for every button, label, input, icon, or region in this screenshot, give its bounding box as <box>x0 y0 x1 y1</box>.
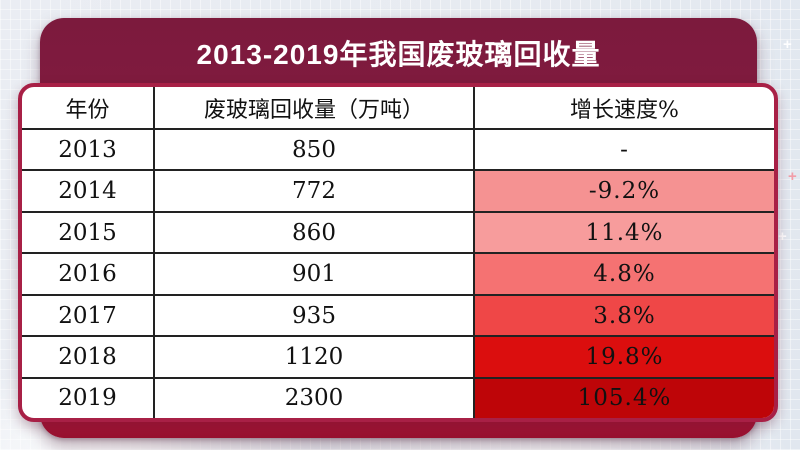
growth-cell: -9.2% <box>473 169 774 213</box>
growth-cell: 4.8% <box>473 252 774 296</box>
table-row: 2015 860 11.4% <box>22 210 774 255</box>
table-row: 2018 1120 19.8% <box>22 335 774 379</box>
recycling-table: 年份 废玻璃回收量（万吨） 增长速度% 2013 850 - 2014 772 … <box>22 87 774 418</box>
plus-icon: + <box>788 168 797 185</box>
table-row: 2017 935 3.8% <box>22 293 774 338</box>
year-cell: 2018 <box>22 335 155 379</box>
column-header-year: 年份 <box>22 87 155 130</box>
growth-cell: 105.4% <box>473 376 774 418</box>
year-cell: 2016 <box>22 252 155 296</box>
volume-cell: 901 <box>153 252 475 296</box>
table-row: 2013 850 - <box>22 127 774 172</box>
page-title: 2013-2019年我国废玻璃回收量 <box>196 39 601 70</box>
plus-icon: + <box>783 36 792 53</box>
volume-cell: 2300 <box>153 376 475 418</box>
table-row: 2014 772 -9.2% <box>22 169 774 213</box>
year-cell: 2013 <box>22 127 155 172</box>
year-cell: 2014 <box>22 169 155 213</box>
volume-cell: 850 <box>153 127 475 172</box>
table-row: 2016 901 4.8% <box>22 252 774 296</box>
growth-cell: 11.4% <box>473 210 774 255</box>
year-cell: 2017 <box>22 293 155 338</box>
growth-cell: - <box>473 127 774 172</box>
volume-cell: 860 <box>153 210 475 255</box>
growth-cell: 3.8% <box>473 293 774 338</box>
column-header-growth: 增长速度% <box>473 87 774 130</box>
plus-icon: + <box>778 228 787 245</box>
table-row: 2019 2300 105.4% <box>22 376 774 418</box>
volume-cell: 935 <box>153 293 475 338</box>
volume-cell: 1120 <box>153 335 475 379</box>
volume-cell: 772 <box>153 169 475 213</box>
year-cell: 2019 <box>22 376 155 418</box>
table-header-row: 年份 废玻璃回收量（万吨） 增长速度% <box>22 87 774 130</box>
data-table-card: 年份 废玻璃回收量（万吨） 增长速度% 2013 850 - 2014 772 … <box>18 83 778 422</box>
year-cell: 2015 <box>22 210 155 255</box>
growth-cell: 19.8% <box>473 335 774 379</box>
column-header-volume: 废玻璃回收量（万吨） <box>153 87 475 130</box>
